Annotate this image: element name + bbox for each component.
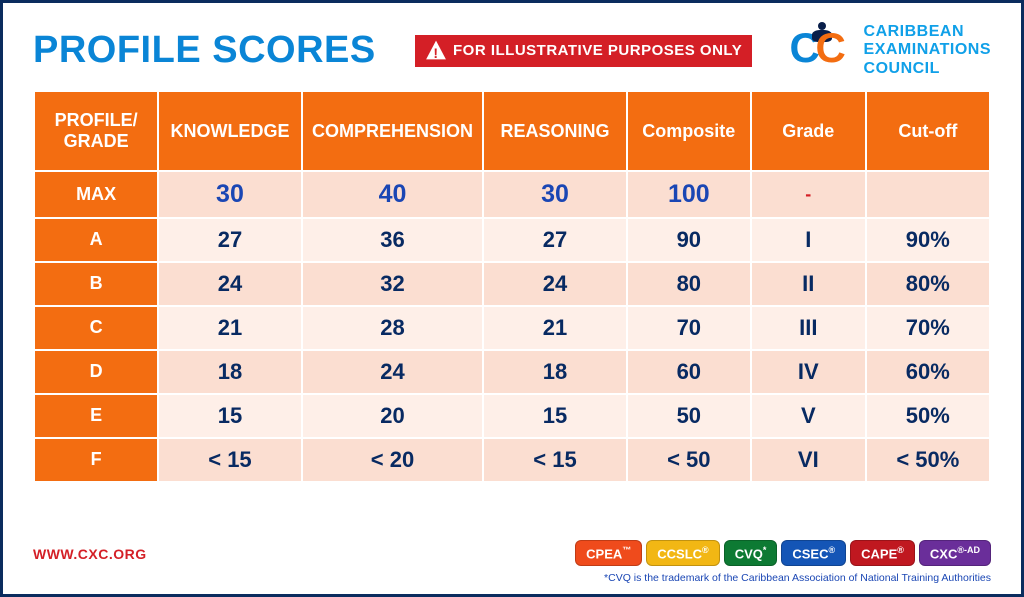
product-pill: CSEC® <box>781 540 846 566</box>
cell-reasoning: 30 <box>483 171 626 218</box>
table-row: E15201550V50% <box>34 394 990 438</box>
cell-reasoning: 21 <box>483 306 626 350</box>
cell-composite: 90 <box>627 218 751 262</box>
table-row: C21282170III70% <box>34 306 990 350</box>
cell-grade: III <box>751 306 866 350</box>
cell-cutoff: < 50% <box>866 438 990 482</box>
cell-grade: I <box>751 218 866 262</box>
product-pills: CPEA™CCSLC®CVQ*CSEC®CAPE®CXC®-AD <box>575 540 991 566</box>
illustrative-badge: ! FOR ILLUSTRATIVE PURPOSES ONLY <box>415 35 752 67</box>
cell-knowledge: < 15 <box>158 438 301 482</box>
footer-url: WWW.CXC.ORG <box>33 546 147 562</box>
cell-cutoff: 90% <box>866 218 990 262</box>
product-pill: CCSLC® <box>646 540 719 566</box>
cell-knowledge: 30 <box>158 171 301 218</box>
cell-knowledge: 15 <box>158 394 301 438</box>
cell-cutoff: 60% <box>866 350 990 394</box>
product-pill: CVQ* <box>724 540 778 566</box>
cell-grade: VI <box>751 438 866 482</box>
cell-cutoff: 50% <box>866 394 990 438</box>
brand-line-1: CARIBBEAN <box>864 23 991 41</box>
cell-knowledge: 27 <box>158 218 301 262</box>
row-label: MAX <box>34 171 158 218</box>
row-label: C <box>34 306 158 350</box>
cell-cutoff <box>866 171 990 218</box>
table-row: A27362790I90% <box>34 218 990 262</box>
product-pill: CPEA™ <box>575 540 642 566</box>
row-label: F <box>34 438 158 482</box>
th-comprehension: COMPREHENSION <box>302 91 484 170</box>
table-row: MAX304030100- <box>34 171 990 218</box>
warning-icon: ! <box>425 40 447 62</box>
cell-composite: 60 <box>627 350 751 394</box>
cell-reasoning: 27 <box>483 218 626 262</box>
product-pill: CAPE® <box>850 540 915 566</box>
brand-block: CARIBBEAN EXAMINATIONS COUNCIL <box>792 23 991 78</box>
th-composite: Composite <box>627 91 751 170</box>
cell-composite: 50 <box>627 394 751 438</box>
cell-comprehension: 20 <box>302 394 484 438</box>
th-reasoning: REASONING <box>483 91 626 170</box>
cell-comprehension: 28 <box>302 306 484 350</box>
brand-line-2: EXAMINATIONS <box>864 41 991 59</box>
cell-cutoff: 70% <box>866 306 990 350</box>
cell-composite: 80 <box>627 262 751 306</box>
badge-text: FOR ILLUSTRATIVE PURPOSES ONLY <box>453 42 742 59</box>
cell-grade: V <box>751 394 866 438</box>
cell-reasoning: 15 <box>483 394 626 438</box>
table-header-row: PROFILE/ GRADE KNOWLEDGE COMPREHENSION R… <box>34 91 990 170</box>
cell-comprehension: 36 <box>302 218 484 262</box>
table-row: B24322480II80% <box>34 262 990 306</box>
cell-comprehension: 40 <box>302 171 484 218</box>
trademark-note: *CVQ is the trademark of the Caribbean A… <box>604 572 991 584</box>
page-title: PROFILE SCORES <box>33 29 376 72</box>
brand-text: CARIBBEAN EXAMINATIONS COUNCIL <box>864 23 991 78</box>
cell-knowledge: 24 <box>158 262 301 306</box>
cell-reasoning: < 15 <box>483 438 626 482</box>
cell-reasoning: 24 <box>483 262 626 306</box>
row-label: E <box>34 394 158 438</box>
cell-knowledge: 18 <box>158 350 301 394</box>
cell-composite: < 50 <box>627 438 751 482</box>
cell-reasoning: 18 <box>483 350 626 394</box>
row-label: A <box>34 218 158 262</box>
th-profile: PROFILE/ GRADE <box>34 91 158 170</box>
cell-composite: 70 <box>627 306 751 350</box>
cxc-logo-icon <box>792 24 856 78</box>
header: PROFILE SCORES ! FOR ILLUSTRATIVE PURPOS… <box>33 23 991 78</box>
cell-comprehension: < 20 <box>302 438 484 482</box>
cell-knowledge: 21 <box>158 306 301 350</box>
th-knowledge: KNOWLEDGE <box>158 91 301 170</box>
cell-grade: - <box>751 171 866 218</box>
th-cutoff: Cut-off <box>866 91 990 170</box>
table-row: F< 15< 20< 15< 50VI< 50% <box>34 438 990 482</box>
cell-grade: II <box>751 262 866 306</box>
row-label: D <box>34 350 158 394</box>
brand-line-3: COUNCIL <box>864 60 991 78</box>
cell-composite: 100 <box>627 171 751 218</box>
cell-grade: IV <box>751 350 866 394</box>
th-grade: Grade <box>751 91 866 170</box>
cell-cutoff: 80% <box>866 262 990 306</box>
row-label: B <box>34 262 158 306</box>
table-row: D18241860IV60% <box>34 350 990 394</box>
cell-comprehension: 24 <box>302 350 484 394</box>
product-pill: CXC®-AD <box>919 540 991 566</box>
scores-table: PROFILE/ GRADE KNOWLEDGE COMPREHENSION R… <box>33 90 991 482</box>
cell-comprehension: 32 <box>302 262 484 306</box>
